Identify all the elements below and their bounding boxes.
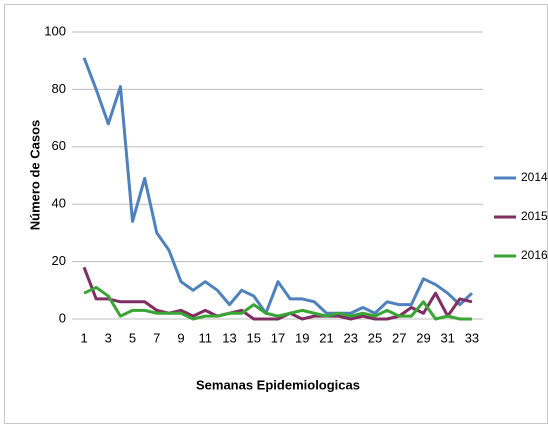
legend-label: 2014	[521, 170, 548, 184]
x-tick-label: 23	[343, 330, 357, 345]
x-tick-label: 27	[392, 330, 406, 345]
x-tick-label: 15	[247, 330, 261, 345]
legend-label: 2015	[521, 209, 548, 223]
y-tick-label: 80	[52, 81, 66, 96]
chart-frame	[4, 4, 548, 424]
x-tick-label: 11	[199, 330, 213, 345]
y-axis-title: Número de Casos	[27, 120, 42, 231]
x-tick-label: 31	[440, 330, 454, 345]
y-tick-label: 100	[44, 23, 66, 38]
x-tick-label: 29	[416, 330, 430, 345]
data-line	[82, 266, 473, 321]
x-tick-label: 21	[319, 330, 333, 345]
x-tick-label: 25	[368, 330, 382, 345]
y-tick-label: 20	[52, 253, 66, 268]
x-tick-label: 3	[105, 330, 112, 345]
x-tick-label: 9	[177, 330, 184, 345]
y-tick-label: 60	[52, 138, 66, 153]
data-line	[82, 57, 473, 315]
x-tick-label: 33	[465, 330, 479, 345]
y-tick-label: 40	[52, 196, 66, 211]
data-line	[83, 285, 472, 321]
x-tick-label: 17	[271, 330, 285, 345]
x-tick-label: 19	[295, 330, 309, 345]
x-tick-label: 13	[222, 330, 236, 345]
x-tick-label: 5	[129, 330, 136, 345]
legend-label: 2016	[521, 248, 548, 262]
x-tick-label: 7	[153, 330, 160, 345]
x-tick-label: 1	[80, 330, 87, 345]
x-axis-title: Semanas Epidemiologicas	[196, 377, 360, 392]
y-tick-label: 0	[59, 310, 66, 325]
